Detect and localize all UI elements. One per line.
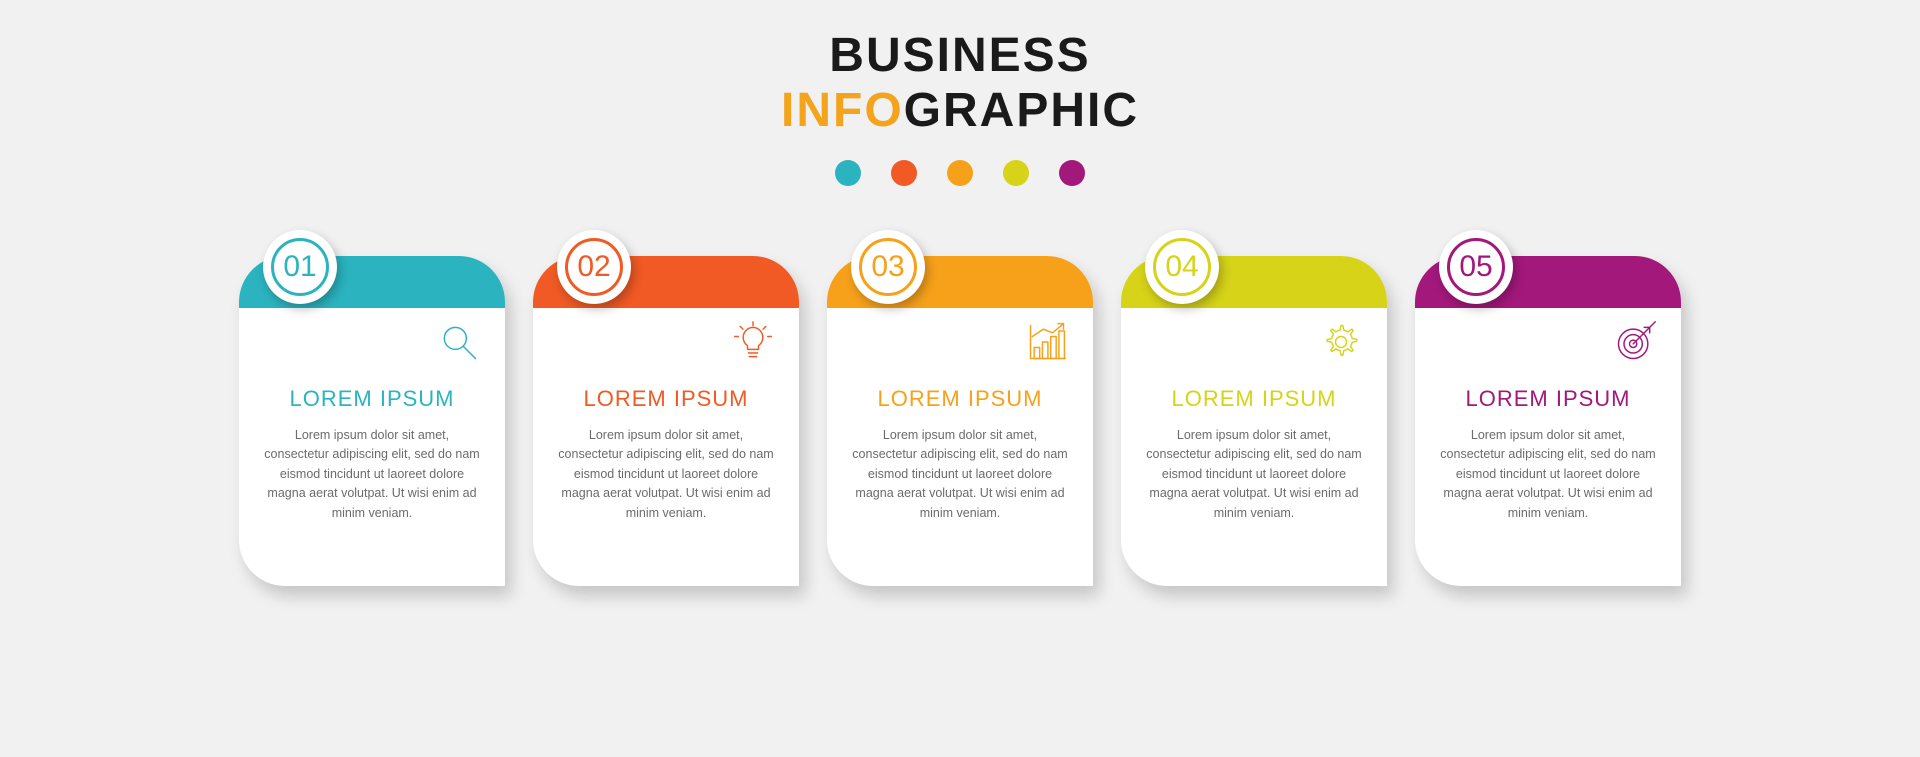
card-title: LOREM IPSUM bbox=[1143, 386, 1365, 412]
card-text: Lorem ipsum dolor sit amet, consectetur … bbox=[1143, 426, 1365, 523]
card: 01LOREM IPSUMLorem ipsum dolor sit amet,… bbox=[239, 256, 505, 586]
card: 04 LOREM IPSUMLorem ipsum dolor sit amet… bbox=[1121, 256, 1387, 586]
card-title: LOREM IPSUM bbox=[849, 386, 1071, 412]
title-block: BUSINESS INFOGRAPHIC bbox=[781, 28, 1139, 138]
step-number: 05 bbox=[1447, 238, 1505, 296]
infographic-root: BUSINESS INFOGRAPHIC 01LOREM IPSUMLorem … bbox=[0, 0, 1920, 757]
card-text: Lorem ipsum dolor sit amet, consectetur … bbox=[261, 426, 483, 523]
card: 03 LOREM IPSUMLorem ipsum dolor sit amet… bbox=[827, 256, 1093, 586]
step-badge: 05 bbox=[1439, 230, 1513, 304]
card-title: LOREM IPSUM bbox=[555, 386, 777, 412]
card-text: Lorem ipsum dolor sit amet, consectetur … bbox=[849, 426, 1071, 523]
legend-dot bbox=[891, 160, 917, 186]
title-line1: BUSINESS bbox=[781, 28, 1139, 83]
card: 05 LOREM IPSUMLorem ipsum dolor sit amet… bbox=[1415, 256, 1681, 586]
step-badge: 04 bbox=[1145, 230, 1219, 304]
lightbulb-icon bbox=[729, 318, 777, 366]
gear-icon bbox=[1317, 318, 1365, 366]
cards-row: 01LOREM IPSUMLorem ipsum dolor sit amet,… bbox=[0, 256, 1920, 586]
step-number: 02 bbox=[565, 238, 623, 296]
step-badge: 02 bbox=[557, 230, 631, 304]
step-badge: 03 bbox=[851, 230, 925, 304]
legend-dot bbox=[1003, 160, 1029, 186]
magnifier-icon bbox=[435, 318, 483, 366]
step-number: 04 bbox=[1153, 238, 1211, 296]
step-number: 01 bbox=[271, 238, 329, 296]
target-icon bbox=[1611, 318, 1659, 366]
step-number: 03 bbox=[859, 238, 917, 296]
legend-dot bbox=[947, 160, 973, 186]
card: 02 LOREM IPSUMLorem ipsum dolor sit amet… bbox=[533, 256, 799, 586]
legend-dot bbox=[1059, 160, 1085, 186]
legend-dot bbox=[835, 160, 861, 186]
title-prefix: INFO bbox=[781, 84, 904, 137]
card-title: LOREM IPSUM bbox=[261, 386, 483, 412]
legend-dots bbox=[835, 160, 1085, 186]
title-line2: INFOGRAPHIC bbox=[781, 83, 1139, 138]
card-title: LOREM IPSUM bbox=[1437, 386, 1659, 412]
card-text: Lorem ipsum dolor sit amet, consectetur … bbox=[1437, 426, 1659, 523]
bar-growth-icon bbox=[1023, 318, 1071, 366]
title-suffix: GRAPHIC bbox=[904, 84, 1139, 137]
card-text: Lorem ipsum dolor sit amet, consectetur … bbox=[555, 426, 777, 523]
step-badge: 01 bbox=[263, 230, 337, 304]
